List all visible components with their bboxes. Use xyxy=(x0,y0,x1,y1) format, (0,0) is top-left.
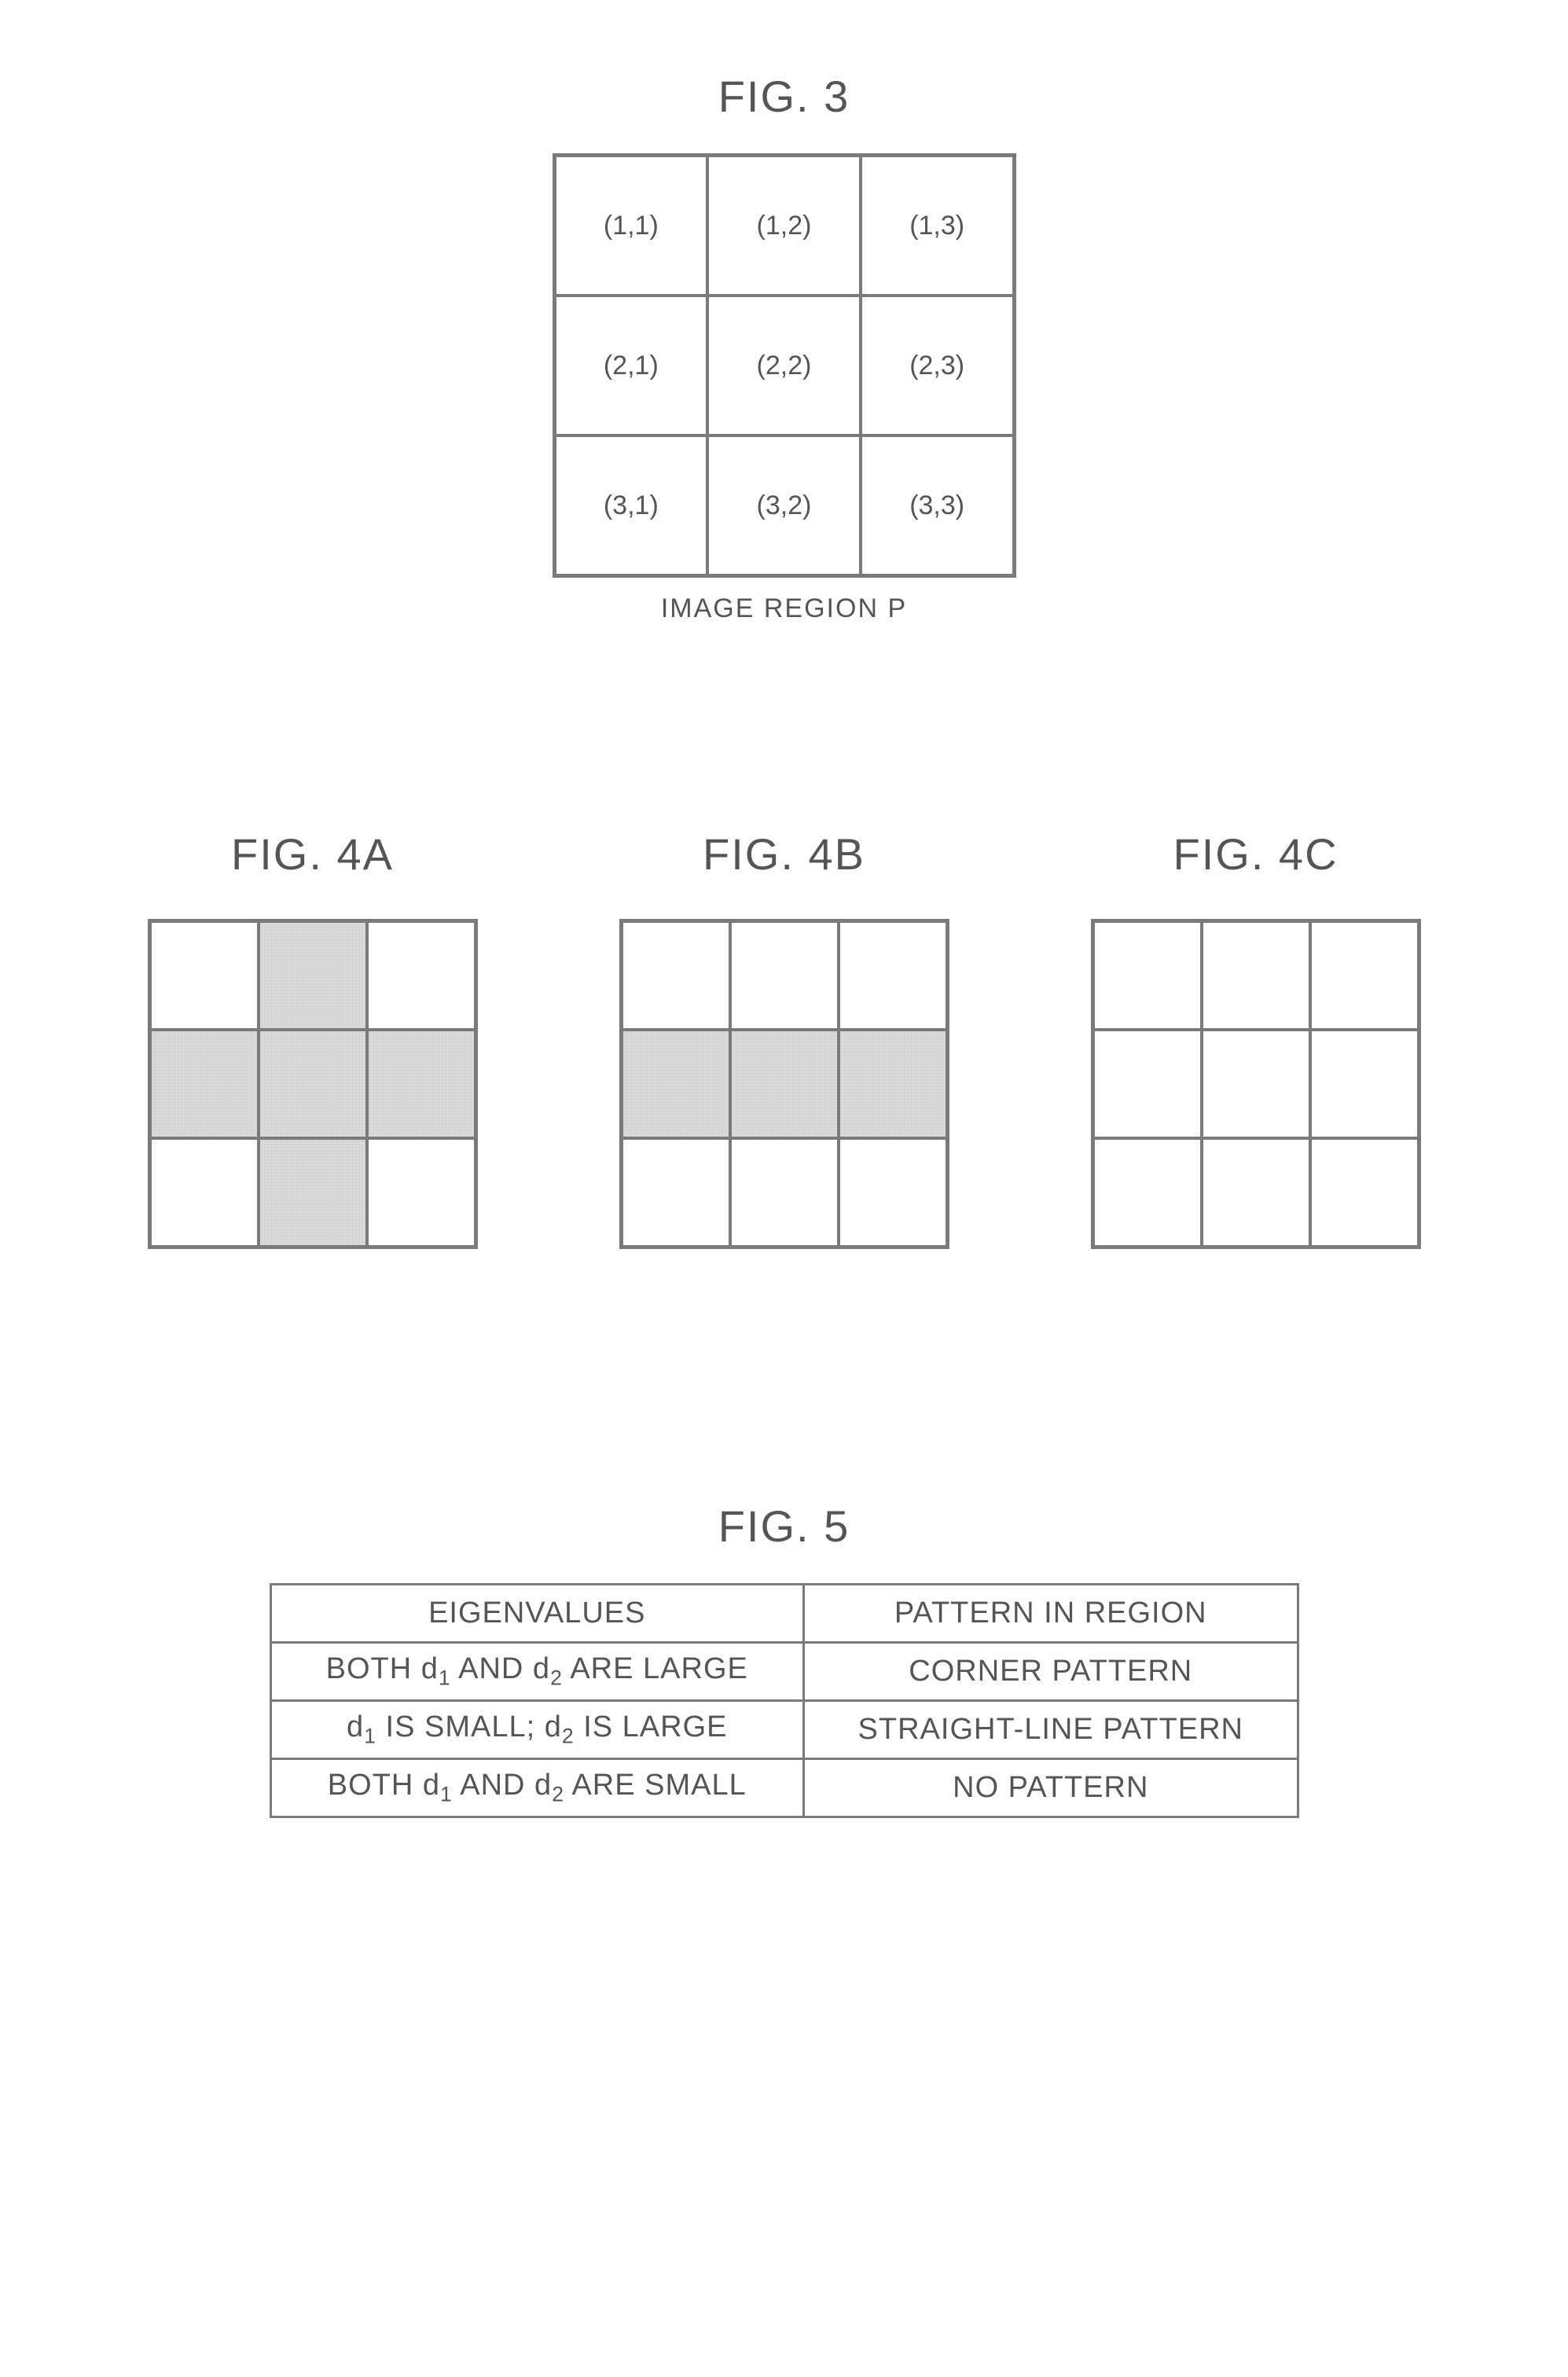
fig4-cell xyxy=(150,1030,259,1138)
fig3-cell: (2,2) xyxy=(707,296,861,435)
fig4-cell xyxy=(150,921,259,1030)
page: FIG. 3 (1,1)(1,2)(1,3)(2,1)(2,2)(2,3)(3,… xyxy=(0,0,1568,2377)
fig3-caption: IMAGE REGION P xyxy=(0,593,1568,624)
fig3-cell: (3,2) xyxy=(707,435,861,575)
fig4-row: FIG. 4A FIG. 4B FIG. 4C xyxy=(0,828,1568,1249)
fig5-header-cell: PATTERN IN REGION xyxy=(804,1585,1298,1643)
fig4-grid xyxy=(619,919,949,1249)
fig4-cell xyxy=(1310,921,1419,1030)
fig5-cell: CORNER PATTERN xyxy=(804,1643,1298,1701)
fig4-cell xyxy=(839,1030,947,1138)
fig3-cell: (2,1) xyxy=(555,296,708,435)
fig4-panel-title: FIG. 4C xyxy=(1173,828,1338,880)
fig4-cell xyxy=(622,921,730,1030)
fig4-cell xyxy=(367,1030,476,1138)
fig4-cell xyxy=(367,1138,476,1247)
fig4-cell xyxy=(730,1138,839,1247)
fig4-cell xyxy=(730,921,839,1030)
fig3-cell: (1,3) xyxy=(861,156,1014,296)
fig4-cell xyxy=(839,1138,947,1247)
fig4-cell xyxy=(1202,921,1310,1030)
fig4-cell xyxy=(1202,1030,1310,1138)
fig3-grid: (1,1)(1,2)(1,3) (2,1)(2,2)(2,3) (3,1)(3,2)… xyxy=(553,153,1016,578)
fig4-cell xyxy=(150,1138,259,1247)
fig5-cell: d1 IS SMALL; d2 IS LARGE xyxy=(270,1701,804,1759)
fig5-title: FIG. 5 xyxy=(0,1501,1568,1552)
fig4-cell xyxy=(259,1138,367,1247)
fig4-cell xyxy=(1202,1138,1310,1247)
fig3-cell: (3,1) xyxy=(555,435,708,575)
fig5-section: FIG. 5 EIGENVALUESPATTERN IN REGIONBOTH … xyxy=(0,1501,1568,1818)
fig5-cell: BOTH d1 AND d2 ARE SMALL xyxy=(270,1759,804,1817)
fig4-panel: FIG. 4A xyxy=(148,828,478,1249)
fig4-cell xyxy=(622,1030,730,1138)
fig4-cell xyxy=(1310,1138,1419,1247)
fig3-title: FIG. 3 xyxy=(0,71,1568,122)
fig4-cell xyxy=(1093,921,1202,1030)
fig4-cell xyxy=(730,1030,839,1138)
fig4-cell xyxy=(1310,1030,1419,1138)
fig5-header-cell: EIGENVALUES xyxy=(270,1585,804,1643)
fig4-cell xyxy=(259,1030,367,1138)
fig4-panel: FIG. 4C xyxy=(1091,828,1421,1249)
fig4-cell xyxy=(839,921,947,1030)
fig5-cell: STRAIGHT-LINE PATTERN xyxy=(804,1701,1298,1759)
fig3-cell: (1,2) xyxy=(707,156,861,296)
fig4-cell xyxy=(1093,1030,1202,1138)
fig4-panel-title: FIG. 4A xyxy=(231,828,394,880)
fig3-cell: (1,1) xyxy=(555,156,708,296)
fig4-cell xyxy=(259,921,367,1030)
fig5-table: EIGENVALUESPATTERN IN REGIONBOTH d1 AND … xyxy=(270,1583,1299,1818)
fig5-cell: NO PATTERN xyxy=(804,1759,1298,1817)
fig4-grid xyxy=(1091,919,1421,1249)
fig4-cell xyxy=(367,921,476,1030)
fig3-cell: (3,3) xyxy=(861,435,1014,575)
fig4-cell xyxy=(622,1138,730,1247)
fig4-panel: FIG. 4B xyxy=(619,828,949,1249)
fig5-cell: BOTH d1 AND d2 ARE LARGE xyxy=(270,1643,804,1701)
fig4-cell xyxy=(1093,1138,1202,1247)
fig4-panel-title: FIG. 4B xyxy=(703,828,865,880)
fig4-grid xyxy=(148,919,478,1249)
fig3-cell: (2,3) xyxy=(861,296,1014,435)
